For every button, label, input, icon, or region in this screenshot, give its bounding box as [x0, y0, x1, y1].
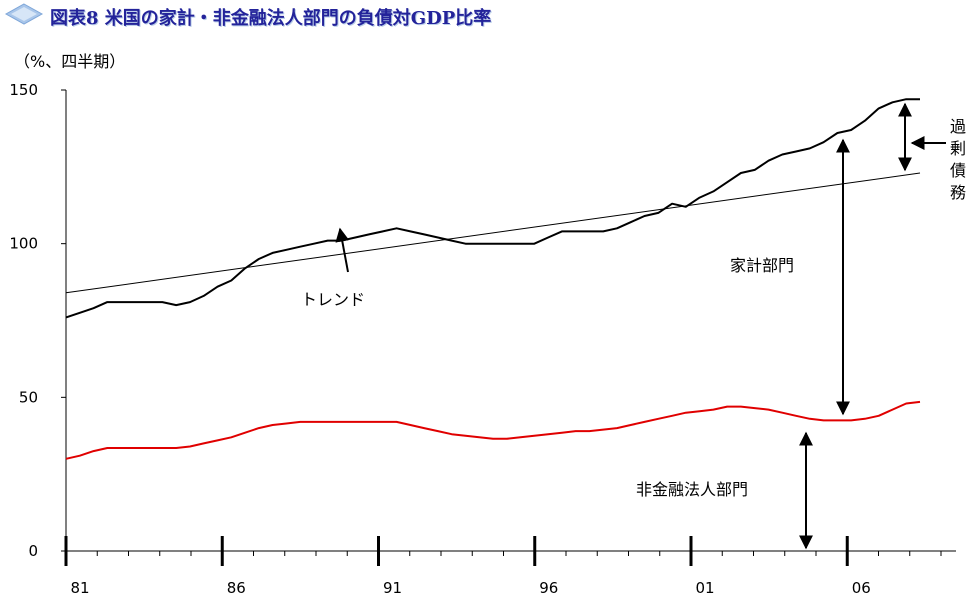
- trend-line: [65, 172, 921, 294]
- y-tick-label: 150: [9, 81, 38, 99]
- chart-header: 図表8 米国の家計・非金融法人部門の負債対GDP比率: [0, 0, 966, 29]
- x-tick-label: 91: [383, 579, 402, 595]
- y-tick-label: 0: [28, 542, 38, 560]
- diamond-icon: [4, 3, 44, 25]
- x-tick-label: 01: [695, 579, 714, 595]
- y-tick-label: 50: [19, 388, 38, 406]
- household-label: 家計部門: [730, 256, 794, 275]
- series-layer: [65, 98, 921, 460]
- y-axis-unit-label: （%、四半期）: [14, 52, 126, 71]
- x-tick-label: 81: [70, 579, 89, 595]
- corporate-label: 非金融法人部門: [636, 480, 748, 499]
- x-tick-label: 96: [539, 579, 558, 595]
- series-line: [65, 400, 921, 460]
- axes: 0 50 100 150 81 86 91 96 01 06: [9, 81, 956, 595]
- y-tick-label: 100: [9, 235, 38, 253]
- chart-title: 図表8 米国の家計・非金融法人部門の負債対GDP比率: [50, 8, 492, 29]
- series-line: [65, 98, 920, 319]
- trend-arrow: [335, 227, 350, 273]
- trend-label: トレンド: [301, 290, 365, 309]
- x-tick-label: 06: [852, 579, 871, 595]
- excess-debt-label: 過剰債務: [950, 117, 966, 202]
- x-tick-label: 86: [227, 579, 246, 595]
